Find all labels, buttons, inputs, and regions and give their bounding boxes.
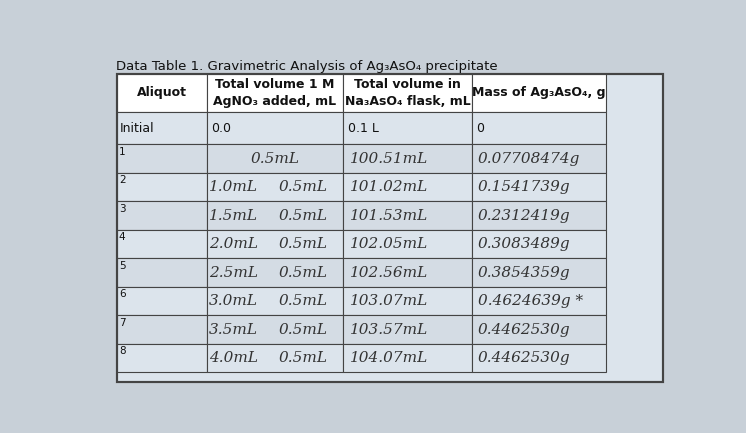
Text: 4.0mL: 4.0mL [209, 351, 258, 365]
Text: 0.5mL: 0.5mL [279, 351, 327, 365]
Bar [207, 259, 343, 287]
Bar [207, 315, 343, 344]
Bar [116, 173, 207, 201]
Text: 102.05mL: 102.05mL [349, 237, 427, 251]
Bar [116, 112, 207, 144]
Text: 7: 7 [119, 318, 125, 328]
Text: 104.07mL: 104.07mL [349, 351, 427, 365]
Bar [116, 344, 207, 372]
Text: 8: 8 [119, 346, 125, 356]
Bar [207, 112, 343, 144]
Bar [207, 144, 343, 173]
Text: 1: 1 [119, 147, 125, 157]
Bar [116, 201, 207, 230]
Bar [471, 112, 606, 144]
Text: 2.0mL: 2.0mL [209, 237, 258, 251]
Bar [116, 144, 207, 173]
Bar [116, 74, 207, 112]
Bar [207, 344, 343, 372]
Bar [116, 287, 207, 315]
Text: 2: 2 [119, 175, 125, 185]
Bar [471, 74, 606, 112]
Text: 0.5mL: 0.5mL [279, 294, 327, 308]
Bar [471, 287, 606, 315]
Bar [343, 144, 471, 173]
Text: 0.3083489g: 0.3083489g [478, 237, 571, 251]
Bar [343, 112, 471, 144]
Text: 4: 4 [119, 232, 125, 242]
Text: 0.4624639g *: 0.4624639g * [478, 294, 583, 308]
Text: 0: 0 [476, 122, 484, 135]
Bar [471, 173, 606, 201]
Text: 0.5mL: 0.5mL [279, 180, 327, 194]
Text: 103.57mL: 103.57mL [349, 323, 427, 336]
Text: Data Table 1. Gravimetric Analysis of Ag₃AsO₄ precipitate: Data Table 1. Gravimetric Analysis of Ag… [116, 60, 498, 73]
Text: 101.53mL: 101.53mL [349, 209, 427, 223]
Text: 0.5mL: 0.5mL [251, 152, 299, 165]
Text: Aliquot: Aliquot [137, 86, 186, 99]
Bar [343, 201, 471, 230]
Bar [207, 287, 343, 315]
Bar [471, 315, 606, 344]
Bar [343, 259, 471, 287]
Text: 0.4462530g: 0.4462530g [478, 323, 571, 336]
Text: 0.1541739g: 0.1541739g [478, 180, 571, 194]
Bar [343, 173, 471, 201]
Text: Mass of Ag₃AsO₄, g: Mass of Ag₃AsO₄, g [471, 86, 605, 99]
Bar [207, 230, 343, 259]
Bar [116, 315, 207, 344]
Text: 0.0: 0.0 [211, 122, 231, 135]
Bar [207, 201, 343, 230]
Text: 100.51mL: 100.51mL [349, 152, 427, 165]
Bar [343, 287, 471, 315]
Text: 3.0mL: 3.0mL [209, 294, 258, 308]
Bar [116, 230, 207, 259]
Text: 0.4462530g: 0.4462530g [478, 351, 571, 365]
Text: 0.2312419g: 0.2312419g [478, 209, 571, 223]
Text: 1.0mL: 1.0mL [209, 180, 258, 194]
Bar [471, 259, 606, 287]
Text: 0.5mL: 0.5mL [279, 209, 327, 223]
Bar [471, 144, 606, 173]
Bar [343, 344, 471, 372]
Text: Initial: Initial [119, 122, 154, 135]
Text: 1.5mL: 1.5mL [209, 209, 258, 223]
Text: 2.5mL: 2.5mL [209, 265, 258, 280]
Text: 0.1 L: 0.1 L [348, 122, 379, 135]
Bar [471, 201, 606, 230]
Bar [116, 259, 207, 287]
Text: 3: 3 [119, 204, 125, 213]
Text: Total volume in
Na₃AsO₄ flask, mL: Total volume in Na₃AsO₄ flask, mL [345, 78, 470, 108]
Text: 5: 5 [119, 261, 125, 271]
Bar [207, 173, 343, 201]
Text: 0.07708474g: 0.07708474g [478, 152, 580, 165]
Text: 102.56mL: 102.56mL [349, 265, 427, 280]
Text: 103.07mL: 103.07mL [349, 294, 427, 308]
Text: 0.5mL: 0.5mL [279, 237, 327, 251]
Text: 6: 6 [119, 289, 125, 299]
Text: 0.5mL: 0.5mL [279, 323, 327, 336]
Text: 101.02mL: 101.02mL [349, 180, 427, 194]
Text: 0.3854359g: 0.3854359g [478, 265, 571, 280]
Bar [343, 74, 471, 112]
Bar [207, 74, 343, 112]
Text: 3.5mL: 3.5mL [209, 323, 258, 336]
Text: Total volume 1 M
AgNO₃ added, mL: Total volume 1 M AgNO₃ added, mL [213, 78, 336, 108]
Bar [343, 315, 471, 344]
Bar [471, 344, 606, 372]
Bar [343, 230, 471, 259]
Bar [471, 230, 606, 259]
Text: 0.5mL: 0.5mL [279, 265, 327, 280]
